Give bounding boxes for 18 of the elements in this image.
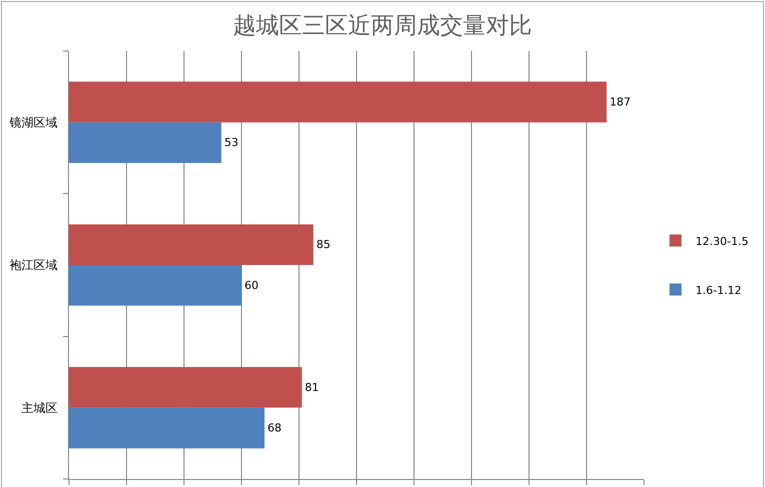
legend-label: 1.6-1.12	[696, 284, 742, 297]
bar	[69, 122, 222, 163]
legend-label: 12.30-1.5	[696, 234, 748, 248]
data-label: 187	[610, 96, 631, 108]
chart-title: 越城区三区近两周成交量对比	[233, 13, 532, 38]
bar	[69, 224, 314, 265]
bar	[69, 82, 607, 122]
data-label: 81	[304, 380, 319, 394]
data-label: 85	[316, 238, 330, 252]
data-label: 68	[268, 422, 282, 434]
data-label: 53	[224, 136, 238, 150]
bar	[69, 367, 302, 408]
data-label: 60	[244, 278, 258, 292]
y-tick-label: 袍江区域	[10, 258, 58, 272]
bar	[69, 265, 242, 306]
bar	[69, 408, 264, 448]
y-tick-label: 镜湖区域	[8, 116, 58, 130]
y-tick-label: 主城区	[22, 400, 58, 415]
